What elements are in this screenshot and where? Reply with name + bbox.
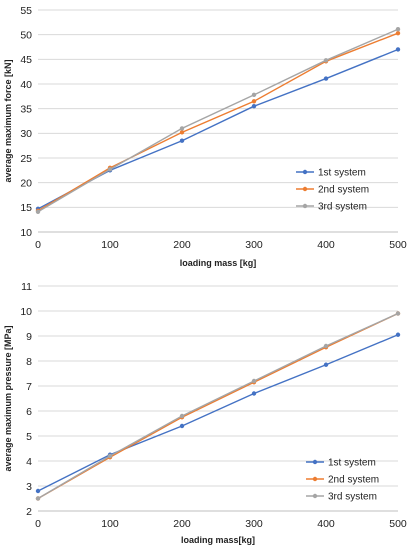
data-point bbox=[251, 378, 257, 384]
legend-label: 3rd system bbox=[318, 202, 367, 213]
y-tick-label: 35 bbox=[20, 103, 32, 115]
legend-label: 1st system bbox=[328, 458, 376, 469]
data-point bbox=[323, 58, 329, 63]
y-tick-label: 2 bbox=[26, 506, 32, 518]
y-axis-title: average maximum pressure [MPa] bbox=[3, 325, 13, 471]
y-tick-label: 6 bbox=[26, 406, 32, 418]
y-tick-label: 55 bbox=[20, 5, 32, 17]
y-tick-label: 50 bbox=[20, 29, 32, 41]
x-tick-label: 500 bbox=[389, 518, 407, 530]
chart-2: 2 3 4 5 6 7 8 9 10 11 0 100 200 300 400 500 loading mass… bbox=[3, 281, 407, 545]
x-axis-title: loading mass [kg] bbox=[180, 258, 257, 268]
legend-marker bbox=[312, 493, 318, 499]
y-tick-label: 30 bbox=[20, 128, 32, 140]
legend-label: 2nd system bbox=[328, 475, 379, 486]
y-tick-label: 11 bbox=[21, 281, 32, 293]
data-point bbox=[107, 167, 113, 172]
legend-marker bbox=[302, 169, 308, 175]
data-point bbox=[395, 47, 401, 52]
legend-marker bbox=[302, 186, 308, 192]
data-point bbox=[323, 76, 329, 81]
x-tick-label: 0 bbox=[35, 239, 41, 251]
x-tick-label: 300 bbox=[245, 239, 263, 251]
data-point bbox=[179, 130, 185, 135]
x-tick-label: 300 bbox=[245, 518, 263, 530]
x-tick-label: 200 bbox=[173, 518, 191, 530]
y-tick-label: 9 bbox=[26, 331, 32, 343]
y-tick-label: 40 bbox=[20, 79, 32, 91]
data-point bbox=[395, 27, 401, 32]
x-tick-label: 100 bbox=[101, 239, 119, 251]
legend-label: 2nd system bbox=[318, 185, 369, 196]
legend-marker bbox=[312, 459, 318, 465]
y-axis-title: average maximum force [kN] bbox=[3, 59, 13, 182]
data-point bbox=[323, 362, 329, 367]
data-point bbox=[35, 488, 41, 494]
data-point bbox=[179, 126, 185, 131]
y-tick-label: 15 bbox=[20, 202, 32, 214]
data-point bbox=[35, 209, 41, 214]
y-tick-label: 45 bbox=[20, 54, 32, 66]
y-tick-label: 8 bbox=[26, 356, 32, 368]
y-tick-label: 4 bbox=[26, 456, 32, 468]
legend-label: 1st system bbox=[318, 168, 366, 179]
series-line-1 bbox=[37, 334, 399, 492]
data-point bbox=[251, 99, 257, 104]
data-point bbox=[179, 413, 185, 419]
y-tick-label: 20 bbox=[20, 177, 32, 189]
data-point bbox=[179, 423, 185, 429]
data-point bbox=[179, 138, 185, 143]
data-point bbox=[251, 104, 257, 109]
y-tick-label: 10 bbox=[20, 306, 32, 318]
legend-marker bbox=[302, 203, 308, 209]
x-axis-title: loading mass[kg] bbox=[181, 535, 255, 545]
y-tick-label: 25 bbox=[20, 153, 32, 165]
data-point bbox=[395, 30, 401, 36]
series-line-3 bbox=[37, 28, 399, 213]
y-tick-label: 5 bbox=[26, 431, 32, 443]
data-point bbox=[395, 332, 401, 337]
y-tick-label: 7 bbox=[26, 381, 32, 393]
data-point bbox=[107, 453, 113, 459]
x-tick-label: 200 bbox=[173, 239, 191, 251]
series-line-2 bbox=[37, 312, 399, 500]
chart-1: 10 15 20 25 30 35 40 45 50 55 0 100 200 300 400 500 load… bbox=[3, 5, 407, 268]
x-tick-label: 100 bbox=[101, 518, 119, 530]
x-tick-label: 500 bbox=[389, 239, 407, 251]
data-point bbox=[251, 391, 257, 396]
legend-label: 3rd system bbox=[328, 492, 377, 503]
series-line-2 bbox=[37, 32, 399, 212]
x-tick-label: 400 bbox=[317, 518, 335, 530]
data-point bbox=[251, 92, 257, 98]
series-line-3 bbox=[37, 312, 399, 500]
data-point bbox=[395, 311, 401, 316]
x-tick-label: 0 bbox=[35, 518, 41, 530]
y-tick-label: 3 bbox=[26, 481, 32, 493]
data-point bbox=[323, 343, 329, 349]
data-point bbox=[35, 496, 41, 501]
y-tick-label: 10 bbox=[20, 227, 32, 239]
legend-marker bbox=[312, 476, 318, 482]
x-tick-label: 400 bbox=[317, 239, 335, 251]
